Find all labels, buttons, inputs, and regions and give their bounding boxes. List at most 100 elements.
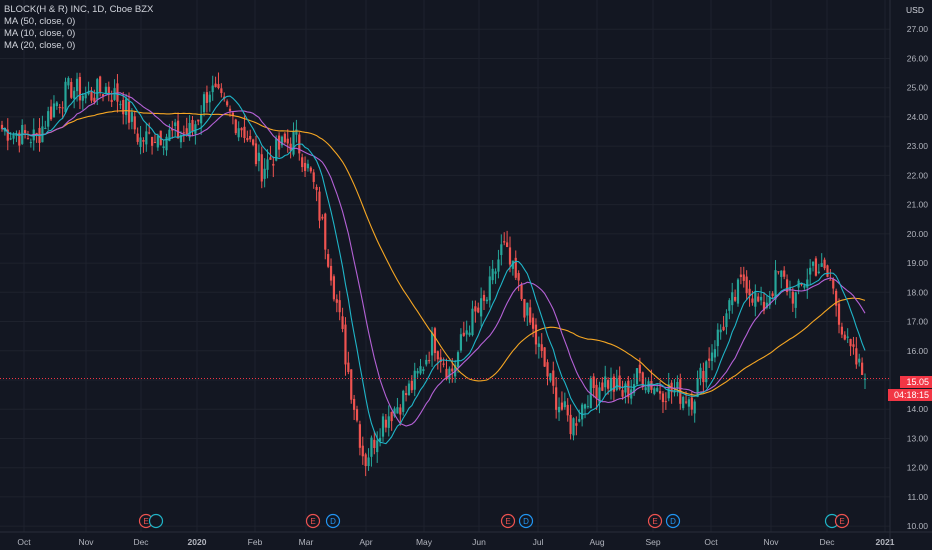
x-tick-label: Dec <box>819 537 835 547</box>
candle-body <box>575 423 578 426</box>
event-marker-label: E <box>839 517 844 526</box>
candle-body <box>774 270 777 300</box>
y-tick-label: 10.00 <box>907 521 929 531</box>
candle-body <box>125 98 128 116</box>
candle-body <box>367 457 370 467</box>
candle-body <box>482 294 486 301</box>
candle-body <box>358 424 361 448</box>
candle-body <box>439 357 442 362</box>
event-marker-label: E <box>310 517 315 526</box>
y-tick-label: 11.00 <box>907 492 928 502</box>
candle-body <box>269 157 272 160</box>
candle-body <box>759 296 763 301</box>
candle-body <box>272 163 275 166</box>
candle-body <box>379 437 382 442</box>
candle-body <box>309 167 312 172</box>
candle-body <box>286 138 289 144</box>
candle-body <box>563 401 566 408</box>
y-tick-label: 20.00 <box>907 229 929 239</box>
candle-body <box>205 92 209 103</box>
earnings-event-icon <box>647 513 663 529</box>
candle-body <box>526 302 529 316</box>
candle-body <box>347 362 350 372</box>
candle-body <box>425 359 428 365</box>
indicator-ma20[interactable]: MA (20, close, 0) <box>4 40 76 51</box>
candle-body <box>231 112 235 117</box>
candle-body <box>84 93 87 99</box>
candle-body <box>716 329 719 347</box>
candle-body <box>684 401 688 403</box>
candle-body <box>497 259 500 272</box>
candle-body <box>832 278 835 289</box>
x-tick-label: Apr <box>359 537 372 547</box>
indicator-ma10[interactable]: MA (10, close, 0) <box>4 28 76 39</box>
candle-body <box>609 377 613 392</box>
candle-body <box>165 136 168 151</box>
candle-body <box>3 127 6 132</box>
candle-body <box>731 292 734 306</box>
candle-body <box>179 135 183 143</box>
candle-body <box>292 130 295 155</box>
dividend-event-icon <box>665 513 681 529</box>
candle-body <box>119 104 122 106</box>
candle-body <box>485 299 488 302</box>
candle-body <box>0 124 4 129</box>
candle-body <box>407 383 411 396</box>
candle-body <box>820 263 823 267</box>
candle-body <box>635 368 639 385</box>
candle-body <box>277 135 281 150</box>
candle-body <box>849 338 852 347</box>
x-tick-label: May <box>416 537 433 547</box>
candle-body <box>260 154 263 182</box>
candle-body <box>18 132 21 146</box>
candle-body <box>806 279 809 288</box>
candle-body <box>396 407 399 414</box>
candle-body <box>249 135 252 140</box>
indicator-ma50[interactable]: MA (50, close, 0) <box>4 16 76 27</box>
candle-body <box>710 352 714 362</box>
candle-body <box>130 112 133 122</box>
candle-body <box>529 307 532 323</box>
candle-body <box>829 279 832 281</box>
candle-body <box>370 437 373 457</box>
candle-body <box>156 135 159 148</box>
candle-body <box>139 137 142 147</box>
candle-body <box>566 404 569 416</box>
candle-body <box>748 288 751 296</box>
x-tick-label: Feb <box>248 537 263 547</box>
candle-body <box>456 352 460 368</box>
candle-body <box>506 242 509 247</box>
candle-body <box>696 378 699 398</box>
event-marker-label: D <box>523 517 529 526</box>
candle-body <box>687 399 691 407</box>
candle-body <box>303 162 307 171</box>
candle-body <box>422 369 425 372</box>
candle-body <box>101 94 105 97</box>
candle-body <box>185 128 188 135</box>
candle-body <box>327 254 330 267</box>
candle-body <box>49 106 53 120</box>
candle-body <box>35 132 38 134</box>
candle-body <box>44 128 47 130</box>
candle-body <box>390 411 393 422</box>
candle-body <box>690 397 693 410</box>
candle-body <box>87 91 90 95</box>
candle-body <box>341 316 344 329</box>
candle-body <box>595 384 598 399</box>
candle-body <box>9 138 12 140</box>
candle-body <box>416 371 419 374</box>
dividend-event-icon <box>518 513 534 529</box>
candle-body <box>381 416 385 437</box>
candle-body <box>171 129 174 131</box>
candle-body <box>145 131 148 145</box>
candle-body <box>814 258 818 276</box>
event-marker-label: E <box>505 517 510 526</box>
candle-body <box>826 265 829 277</box>
candle-body <box>572 418 575 436</box>
candle-body <box>852 344 855 347</box>
candle-body <box>58 106 61 108</box>
candle-body <box>817 271 820 273</box>
candle-body <box>243 126 246 139</box>
